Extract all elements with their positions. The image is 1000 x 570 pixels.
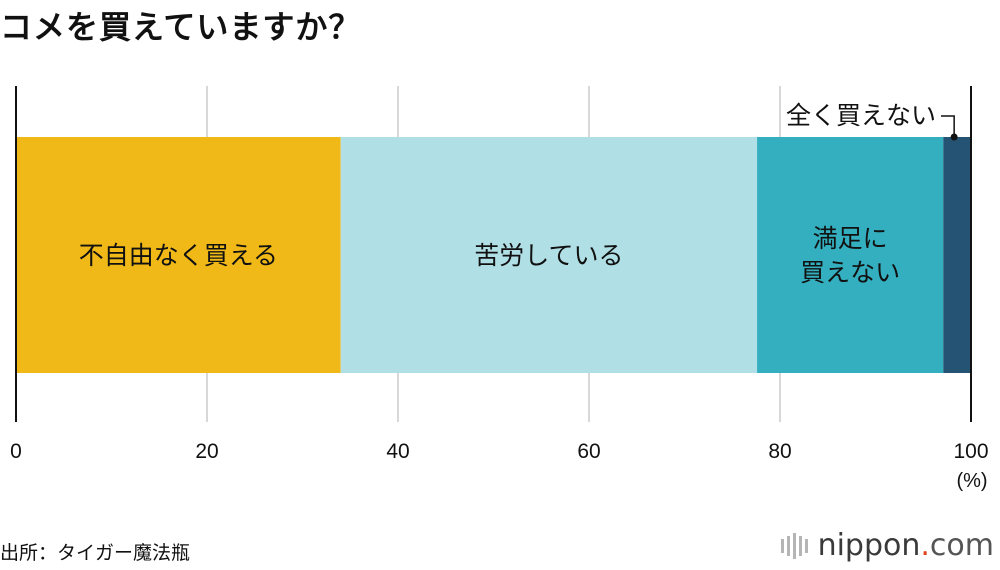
bar-segment (757, 137, 944, 373)
bar-segments (16, 137, 971, 373)
callout-dot (950, 133, 958, 141)
segment-label: 買えない (800, 258, 900, 287)
tick-labels: 0 20 40 60 80 100 (10, 440, 988, 463)
x-tick-label: 20 (195, 440, 218, 463)
logo-name: nippon (817, 528, 921, 563)
callout-leader (941, 115, 955, 137)
chart-title: コメを買えていますか？ (0, 8, 362, 46)
logo-dot: . (920, 528, 930, 563)
segment-label: 不自由なく買える (79, 241, 278, 270)
logo-mark-icon (780, 532, 808, 559)
x-tick-label: 80 (768, 440, 791, 463)
bar-segment (943, 137, 971, 373)
callout: 全く買えない (786, 101, 958, 141)
x-tick-label: 0 (10, 440, 22, 463)
segment-label: 苦労している (474, 241, 623, 270)
nippon-logo: nippon. com (780, 528, 994, 563)
bar-segment (16, 137, 341, 373)
axis-lines (15, 86, 972, 422)
source-note: 出所：タイガー魔法瓶 (0, 542, 191, 564)
unit-label: (%) (956, 470, 987, 492)
logo-tld: com (929, 528, 994, 563)
x-tick-label: 100 (953, 440, 988, 463)
callout-label: 全く買えない (786, 101, 936, 130)
x-tick-label: 40 (386, 440, 409, 463)
x-tick-label: 60 (577, 440, 600, 463)
bar-segment (340, 137, 758, 373)
segment-label: 満足に (813, 224, 888, 253)
